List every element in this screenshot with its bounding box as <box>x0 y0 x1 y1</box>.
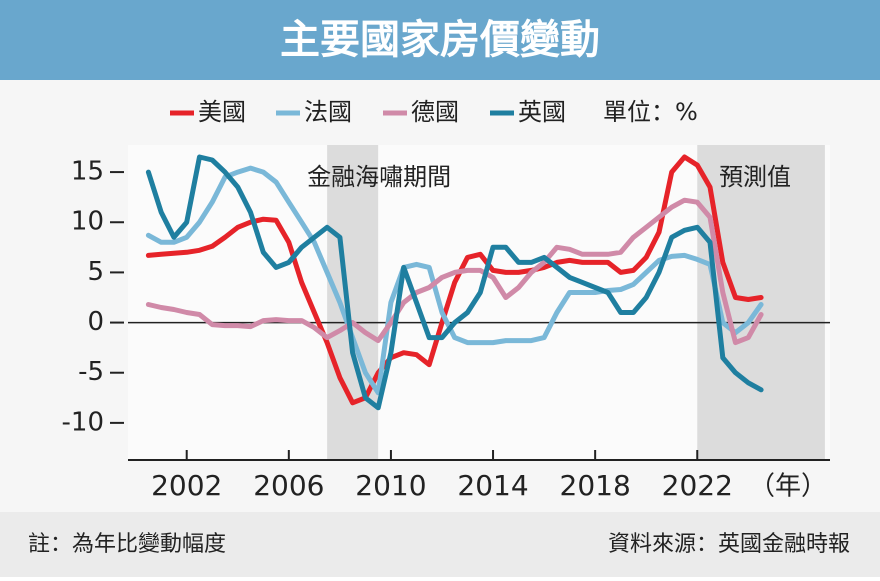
unit-label: 單位：% <box>603 98 698 126</box>
legend-label: 英國 <box>518 98 566 126</box>
legend-label: 美國 <box>198 98 246 126</box>
legend-label: 法國 <box>304 98 352 126</box>
y-tick-label: -5 <box>78 357 104 387</box>
source: 資料來源：英國金融時報 <box>608 532 850 557</box>
x-tick-label: 2014 <box>457 469 528 502</box>
chart-title: 主要國家房價變動 <box>280 17 600 63</box>
y-tick-label: 0 <box>87 307 104 337</box>
region-label: 預測值 <box>719 163 791 191</box>
y-tick-label: -10 <box>62 407 104 437</box>
legend-label: 德國 <box>411 98 459 126</box>
y-tick-label: 10 <box>71 207 104 237</box>
x-tick-label: 2010 <box>355 469 426 502</box>
y-tick-label: 15 <box>71 157 104 187</box>
title-band <box>0 0 880 80</box>
footer-band <box>0 512 880 577</box>
x-tick-label: 2002 <box>151 469 222 502</box>
note: 註：為年比變動幅度 <box>28 532 226 557</box>
series-line <box>145 197 764 346</box>
x-tick-label: 2022 <box>662 469 733 502</box>
shaded-region <box>327 145 379 460</box>
series-line <box>145 165 764 396</box>
region-label: 金融海嘯期間 <box>307 163 451 191</box>
x-axis-label: （年） <box>749 472 827 502</box>
series-line <box>145 154 764 411</box>
y-tick-label: 5 <box>87 257 104 287</box>
x-tick-label: 2018 <box>560 469 631 502</box>
x-tick-label: 2006 <box>253 469 324 502</box>
series-line <box>145 154 764 406</box>
